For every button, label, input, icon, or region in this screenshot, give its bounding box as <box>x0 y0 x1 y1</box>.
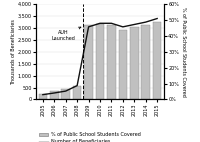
Bar <box>96 24 104 99</box>
Bar <box>141 25 150 99</box>
Bar <box>119 30 127 99</box>
Bar <box>39 94 47 99</box>
Bar <box>130 27 139 99</box>
Bar <box>61 89 70 99</box>
Legend: % of Public School Students Covered, Number of Beneficiaries: % of Public School Students Covered, Num… <box>37 130 143 142</box>
Y-axis label: % of Public School Students Covered: % of Public School Students Covered <box>181 7 186 97</box>
Bar <box>50 91 59 99</box>
Bar <box>153 22 161 99</box>
Bar <box>107 25 116 99</box>
Bar <box>84 25 93 99</box>
Y-axis label: Thousands of Beneficiaries: Thousands of Beneficiaries <box>11 19 16 85</box>
Text: AUH
Launched: AUH Launched <box>51 27 81 41</box>
Bar <box>73 86 81 99</box>
